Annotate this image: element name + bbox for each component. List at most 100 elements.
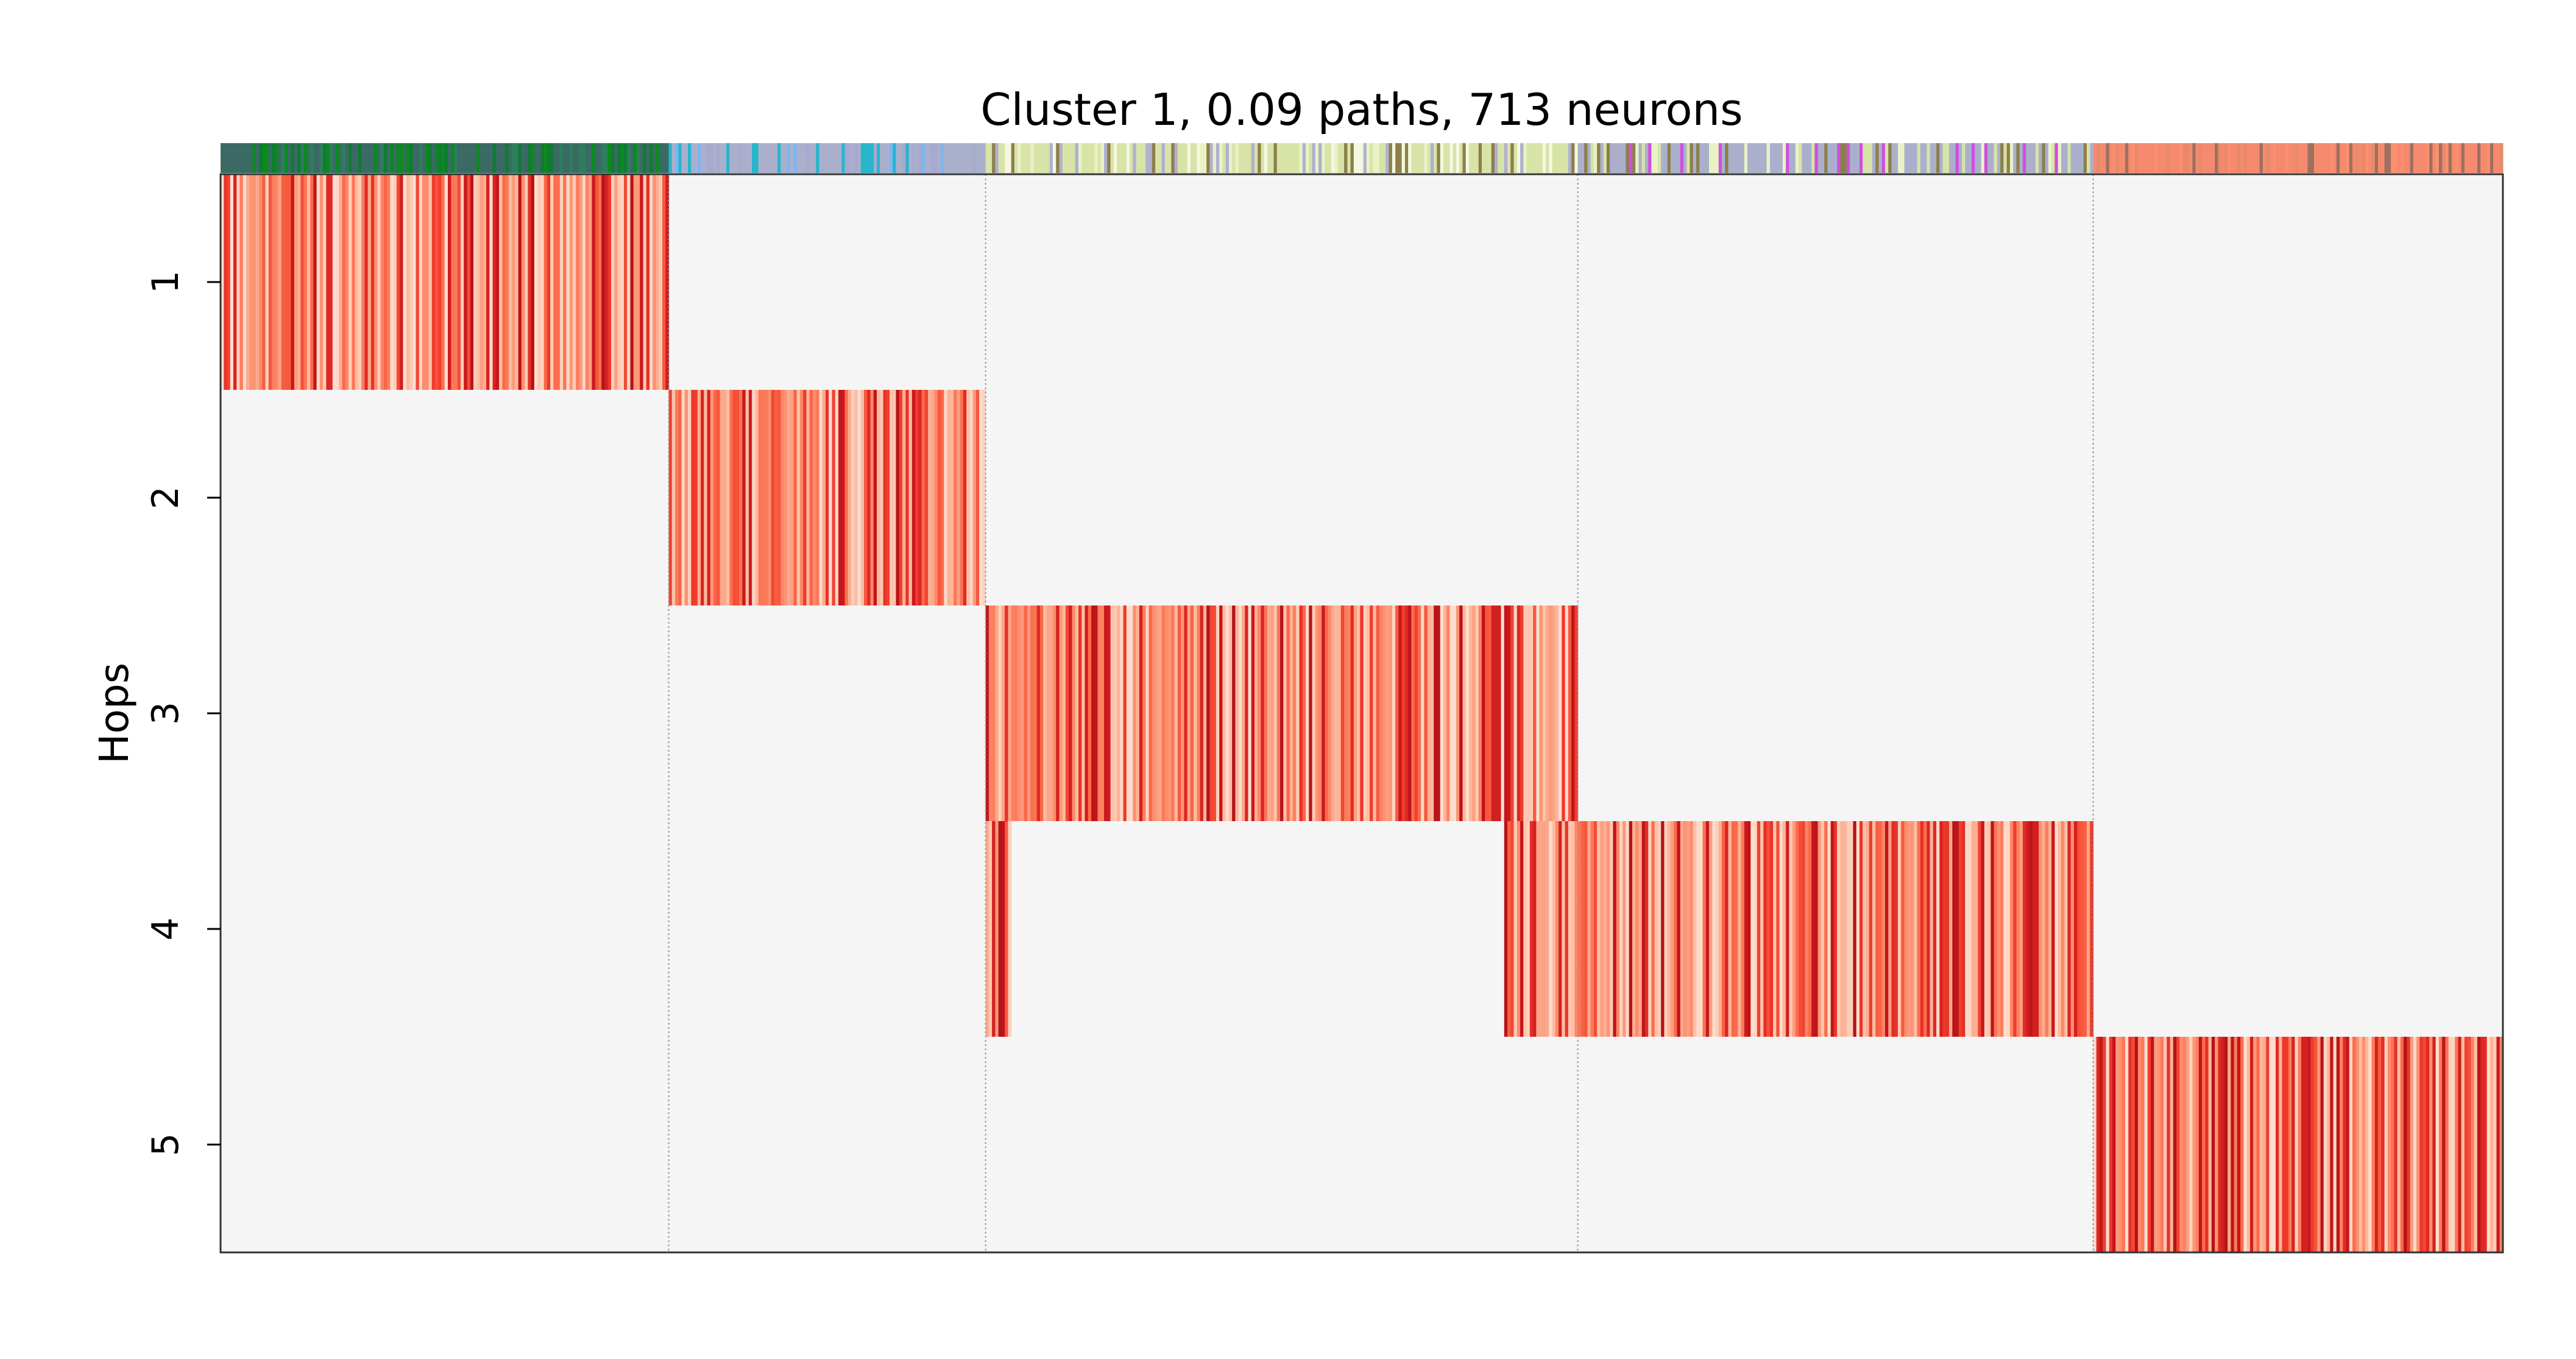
color-bar-cell xyxy=(2489,143,2494,173)
color-bar-cell xyxy=(1206,143,1211,173)
color-bar-cell xyxy=(1446,143,1451,173)
color-bar-cell xyxy=(1846,143,1850,173)
heatmap-cell xyxy=(905,390,910,605)
color-bar-cell xyxy=(1597,143,1601,173)
color-bar-cell xyxy=(1232,143,1236,173)
heatmap-cell xyxy=(2026,821,2030,1037)
heatmap-cell xyxy=(1392,605,1396,821)
color-bar-cell xyxy=(492,143,497,173)
color-bar-cell xyxy=(697,143,701,173)
color-bar-cell xyxy=(1690,143,1694,173)
heatmap-cell xyxy=(1039,605,1044,821)
heatmap-cell xyxy=(1017,605,1022,821)
heatmap-cell xyxy=(2022,821,2026,1037)
heatmap-cell xyxy=(428,174,433,390)
heatmap-cell xyxy=(2167,1037,2171,1252)
color-bar-cell xyxy=(1574,143,1579,173)
color-bar-cell xyxy=(2192,143,2196,173)
color-bar-cell xyxy=(2221,143,2225,173)
heatmap-cell xyxy=(2029,821,2033,1037)
color-bar-cell xyxy=(2054,143,2059,173)
color-bar-cell xyxy=(1360,143,1364,173)
color-bar-cell xyxy=(1245,143,1249,173)
color-bar-cell xyxy=(1424,143,1428,173)
heatmap-cell xyxy=(954,390,957,605)
heatmap-cell xyxy=(2151,1037,2154,1252)
heatmap-cell xyxy=(1546,605,1549,821)
heatmap-cell xyxy=(681,390,685,605)
color-bar-cell xyxy=(467,143,471,173)
heatmap-cell xyxy=(1978,821,1982,1037)
heatmap-cell xyxy=(1753,821,1758,1037)
heatmap-cell xyxy=(902,390,906,605)
heatmap-cell xyxy=(729,390,734,605)
heatmap-cell xyxy=(1869,821,1873,1037)
heatmap-cell xyxy=(688,390,692,605)
color-bar-cell xyxy=(2266,143,2270,173)
color-bar-cell xyxy=(941,143,944,173)
heatmap-cell xyxy=(2134,1037,2139,1252)
heatmap-cell xyxy=(915,390,919,605)
color-bar-cell xyxy=(1264,143,1268,173)
heatmap-cell xyxy=(1690,821,1694,1037)
color-bar-cell xyxy=(1830,143,1835,173)
heatmap-cell xyxy=(1344,605,1348,821)
color-bar-cell xyxy=(323,143,327,173)
heatmap-cell xyxy=(2381,1037,2385,1252)
color-bar-cell xyxy=(1677,143,1681,173)
color-bar-cell xyxy=(975,143,980,173)
color-bar-cell xyxy=(2304,143,2309,173)
color-bar-cell xyxy=(1952,143,1956,173)
color-bar-cell xyxy=(1030,143,1035,173)
heatmap-cell xyxy=(1459,605,1463,821)
heatmap-cell xyxy=(995,605,999,821)
heatmap-cell xyxy=(2468,1037,2472,1252)
color-bar-cell xyxy=(1833,143,1838,173)
color-bar-cell xyxy=(1744,143,1748,173)
heatmap-cell xyxy=(748,390,752,605)
heatmap-cell xyxy=(1644,821,1649,1037)
color-bar-cell xyxy=(2109,143,2113,173)
color-bar-cell xyxy=(607,143,612,173)
color-bar-cell xyxy=(2256,143,2260,173)
color-bar-cell xyxy=(400,143,404,173)
color-bar-cell xyxy=(1200,143,1204,173)
heatmap-cell xyxy=(1187,605,1191,821)
color-bar-cell xyxy=(755,143,759,173)
color-bar-cell xyxy=(579,143,583,173)
heatmap-cell xyxy=(2221,1037,2225,1252)
color-bar-cell xyxy=(896,143,900,173)
color-bar-cell xyxy=(403,143,407,173)
color-bar-cell xyxy=(1075,143,1079,173)
color-bar-cell xyxy=(787,143,791,173)
heatmap-cell xyxy=(941,390,944,605)
heatmap-cell xyxy=(1894,821,1898,1037)
color-bar-cell xyxy=(1914,143,1918,173)
heatmap-cell xyxy=(1863,821,1867,1037)
color-bar-cell xyxy=(336,143,339,173)
color-bar-cell xyxy=(1994,143,1998,173)
heatmap-cell xyxy=(604,174,609,390)
color-bar-cell xyxy=(515,143,519,173)
heatmap-cell xyxy=(2234,1037,2238,1252)
color-bar-cell xyxy=(1376,143,1380,173)
heatmap-cell xyxy=(425,174,430,390)
color-bar-cell xyxy=(2442,143,2446,173)
heatmap-cell xyxy=(2474,1037,2478,1252)
heatmap-cell xyxy=(1232,605,1236,821)
color-bar-cell xyxy=(1276,143,1281,173)
heatmap-cell xyxy=(1866,821,1870,1037)
heatmap-cell xyxy=(1120,605,1124,821)
color-bar-cell xyxy=(774,143,778,173)
heatmap-cell xyxy=(1289,605,1293,821)
heatmap-cell xyxy=(303,174,308,390)
color-bar-cell xyxy=(688,143,692,173)
heatmap-cell xyxy=(419,174,423,390)
color-bar-cell xyxy=(1488,143,1492,173)
color-bar-cell xyxy=(2340,143,2343,173)
heatmap-cell xyxy=(1200,605,1204,821)
heatmap-cell xyxy=(2304,1037,2309,1252)
color-bar-cell xyxy=(681,143,685,173)
heatmap-cell xyxy=(316,174,320,390)
